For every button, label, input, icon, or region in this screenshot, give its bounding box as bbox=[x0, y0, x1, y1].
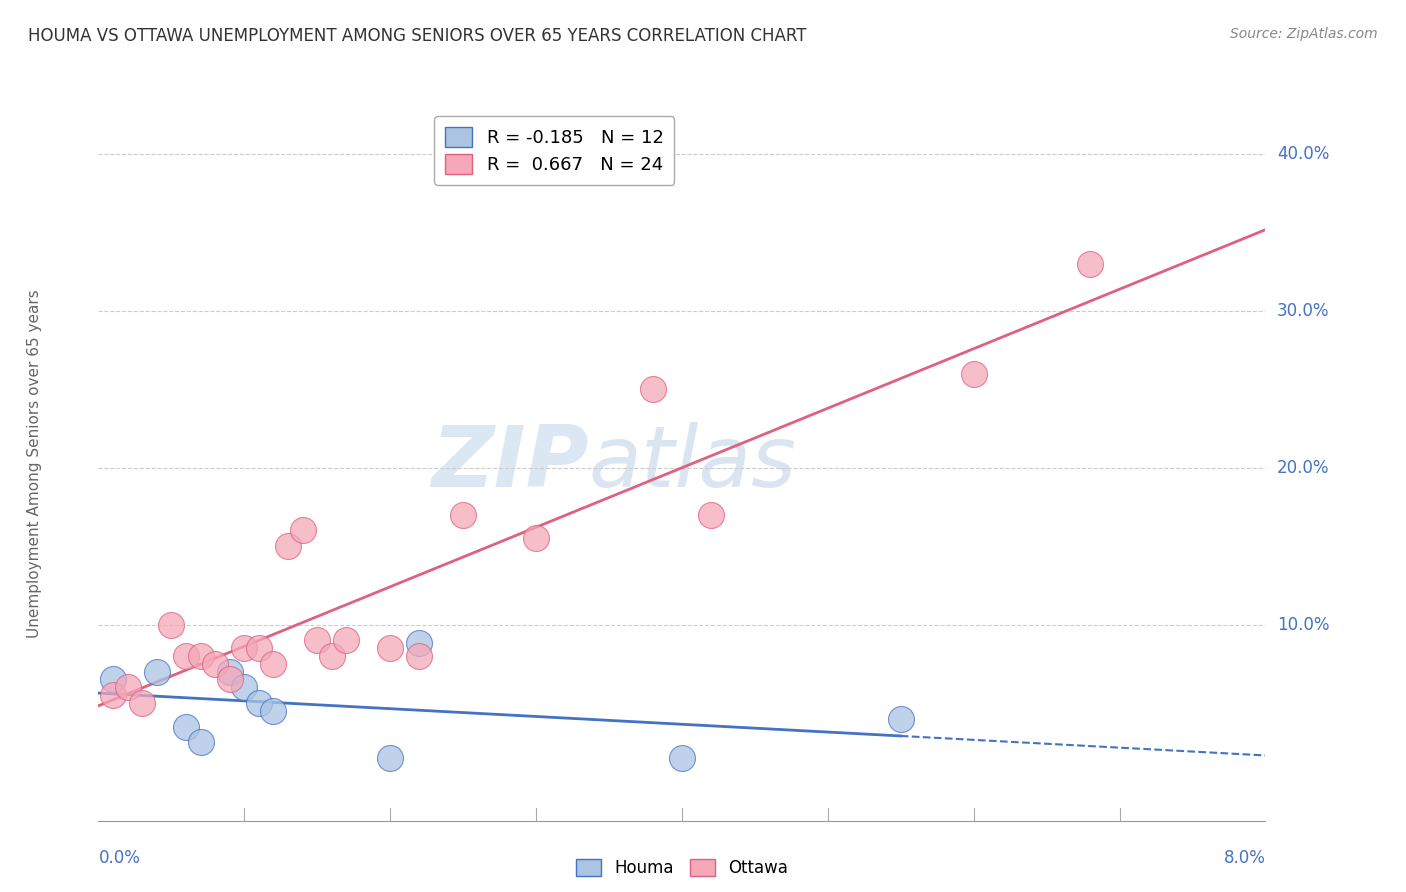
Point bbox=[378, 641, 402, 656]
Point bbox=[174, 648, 197, 663]
Point bbox=[962, 367, 984, 381]
Text: 40.0%: 40.0% bbox=[1277, 145, 1330, 163]
Point bbox=[190, 648, 212, 663]
Point bbox=[146, 665, 169, 679]
Point bbox=[233, 681, 256, 695]
Point bbox=[277, 539, 299, 553]
Point bbox=[101, 673, 124, 687]
Point bbox=[641, 382, 664, 396]
Point bbox=[247, 696, 270, 710]
Point bbox=[262, 657, 284, 671]
Point bbox=[451, 508, 474, 522]
Point bbox=[700, 508, 723, 522]
Point bbox=[378, 751, 402, 765]
Point bbox=[408, 636, 430, 650]
Point bbox=[890, 712, 912, 726]
Text: Source: ZipAtlas.com: Source: ZipAtlas.com bbox=[1230, 27, 1378, 41]
Point bbox=[160, 617, 183, 632]
Point bbox=[101, 688, 124, 702]
Point bbox=[321, 648, 343, 663]
Text: 30.0%: 30.0% bbox=[1277, 301, 1330, 320]
Point bbox=[204, 657, 226, 671]
Point bbox=[335, 633, 357, 648]
Text: 0.0%: 0.0% bbox=[98, 849, 141, 867]
Point bbox=[131, 696, 153, 710]
Point bbox=[524, 532, 547, 546]
Legend: Houma, Ottawa: Houma, Ottawa bbox=[569, 852, 794, 884]
Text: 8.0%: 8.0% bbox=[1223, 849, 1265, 867]
Point bbox=[233, 641, 256, 656]
Text: 10.0%: 10.0% bbox=[1277, 615, 1330, 633]
Point bbox=[190, 735, 212, 749]
Point bbox=[262, 704, 284, 718]
Point bbox=[307, 633, 329, 648]
Point bbox=[408, 648, 430, 663]
Point bbox=[174, 720, 197, 734]
Text: atlas: atlas bbox=[589, 422, 797, 506]
Point bbox=[247, 641, 270, 656]
Point bbox=[218, 665, 240, 679]
Text: ZIP: ZIP bbox=[430, 422, 589, 506]
Point bbox=[218, 673, 240, 687]
Point bbox=[291, 524, 314, 538]
Point bbox=[671, 751, 693, 765]
Point bbox=[117, 681, 139, 695]
Text: Unemployment Among Seniors over 65 years: Unemployment Among Seniors over 65 years bbox=[27, 290, 42, 638]
Text: 20.0%: 20.0% bbox=[1277, 458, 1330, 476]
Point bbox=[1080, 257, 1102, 271]
Text: HOUMA VS OTTAWA UNEMPLOYMENT AMONG SENIORS OVER 65 YEARS CORRELATION CHART: HOUMA VS OTTAWA UNEMPLOYMENT AMONG SENIO… bbox=[28, 27, 807, 45]
